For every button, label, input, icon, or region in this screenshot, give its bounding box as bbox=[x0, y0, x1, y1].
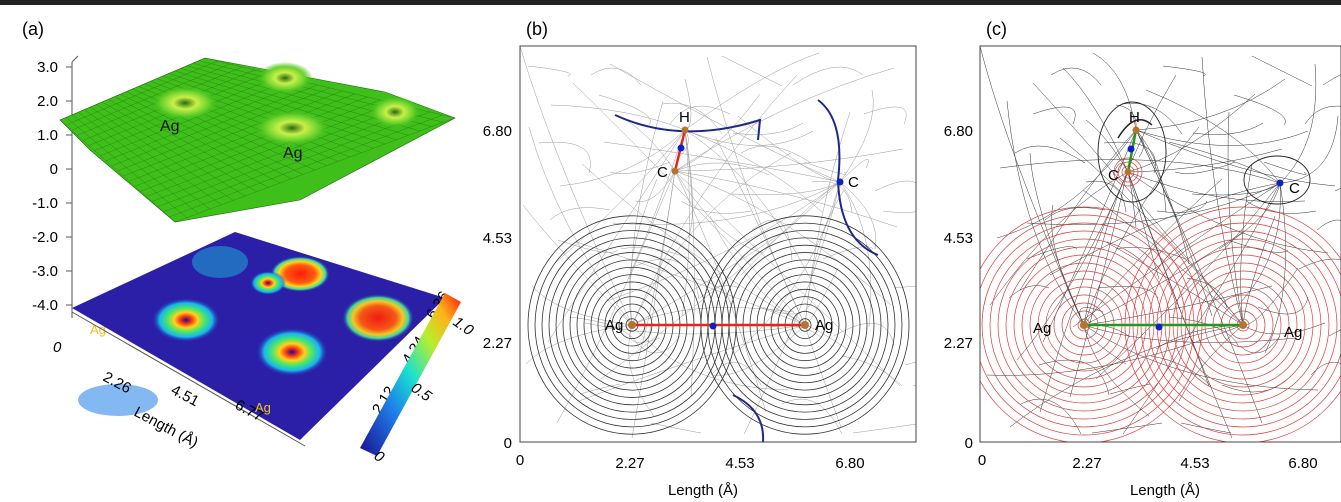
surface-bump-3 bbox=[257, 62, 313, 94]
critical-point bbox=[1155, 323, 1163, 331]
plot-frame bbox=[979, 45, 1341, 443]
atom-label: Ag bbox=[1284, 324, 1302, 341]
atom-ag bbox=[628, 321, 636, 329]
y-tick-label: 0 bbox=[504, 435, 512, 452]
atom-c bbox=[1124, 168, 1132, 176]
atom-h bbox=[1132, 126, 1140, 134]
map-atom-label: Ag bbox=[255, 400, 271, 415]
atom-label: C bbox=[1289, 180, 1300, 197]
z-tick-label: -4.0 bbox=[32, 297, 58, 314]
panel-c-label: (c) bbox=[986, 19, 1007, 39]
atom-ag bbox=[801, 321, 809, 329]
gradient-paths bbox=[520, 46, 916, 439]
atom-label: Ag bbox=[605, 317, 623, 334]
atom-label: C bbox=[1108, 167, 1119, 184]
y-tick-label: 6.80 bbox=[944, 123, 973, 140]
density-spots bbox=[78, 246, 414, 416]
critical-point bbox=[1276, 179, 1284, 187]
atom-label: C bbox=[657, 164, 668, 181]
map-atom-label: Ag bbox=[90, 322, 106, 337]
y-tick-label: 4.53 bbox=[944, 230, 973, 247]
x-axis-label: Length (Å) bbox=[131, 404, 201, 452]
atom-label: Ag bbox=[1033, 320, 1051, 337]
surface-bump-2 bbox=[254, 110, 330, 146]
atom-ag bbox=[1239, 321, 1247, 329]
atom-label: C bbox=[848, 174, 859, 191]
critical-point bbox=[836, 178, 844, 186]
surface-bump-1 bbox=[151, 86, 219, 120]
panel-b-label: (b) bbox=[526, 19, 548, 39]
x-tick-label: 0 bbox=[53, 339, 62, 356]
x-tick-label: 2.27 bbox=[1072, 455, 1101, 472]
panel-a-label: (a) bbox=[22, 19, 44, 39]
surface-bump-4 bbox=[369, 96, 421, 128]
x-tick-label: 4.53 bbox=[1180, 455, 1209, 472]
panel-b: (b) H C C Ag Ag 6.80 4.53 2.27 0 bbox=[483, 19, 917, 499]
atom-h bbox=[681, 126, 689, 134]
x-tick-label: 0 bbox=[978, 452, 986, 469]
atom-c bbox=[671, 167, 679, 175]
colorbar bbox=[360, 293, 461, 456]
z-tick-labels: 3.0 2.0 1.0 0 -1.0 -2.0 -3.0 -4.0 bbox=[32, 59, 72, 314]
x-tick-label: 0 bbox=[516, 452, 524, 469]
atom-label: Ag bbox=[815, 317, 833, 334]
y-tick-label: 2.27 bbox=[944, 335, 973, 352]
z-tick-label: -2.0 bbox=[32, 229, 58, 246]
y-tick-label: 0 bbox=[965, 435, 973, 452]
surface-atom-label: Ag bbox=[160, 118, 180, 135]
x-tick-label: 4.53 bbox=[725, 455, 754, 472]
y-tick-label: 6.80 bbox=[483, 123, 512, 140]
critical-point bbox=[677, 144, 685, 152]
z-tick-label: 1.0 bbox=[37, 127, 58, 144]
density-map bbox=[72, 232, 445, 440]
critical-point bbox=[1127, 145, 1135, 153]
z-tick-label: -1.0 bbox=[32, 195, 58, 212]
critical-point bbox=[709, 322, 717, 330]
x-tick-label: 6.80 bbox=[1288, 455, 1317, 472]
x-tick-label: 4.51 bbox=[168, 382, 202, 411]
bond-path bbox=[732, 394, 765, 442]
z-tick-label: 2.0 bbox=[37, 93, 58, 110]
y-tick-label: 2.27 bbox=[483, 335, 512, 352]
x-tick-label: 2.27 bbox=[615, 455, 644, 472]
y-tick-label: 4.53 bbox=[483, 230, 512, 247]
colorbar-tick: 1.0 bbox=[450, 313, 477, 339]
atom-ag bbox=[1080, 321, 1088, 329]
z-tick-label: 0 bbox=[50, 161, 58, 178]
atom-label: H bbox=[679, 109, 690, 126]
atom-label: H bbox=[1129, 109, 1140, 126]
top-rule bbox=[0, 0, 1341, 5]
x-axis-label: Length (Å) bbox=[668, 482, 738, 499]
z-tick-label: -3.0 bbox=[32, 263, 58, 280]
panel-a: (a) 3.02.01.00-1.0-2.0-3.0-4.0 Ag Ag Ag … bbox=[22, 19, 477, 466]
z-tick-label: 3.0 bbox=[37, 59, 58, 76]
x-axis-label: Length (Å) bbox=[1130, 482, 1200, 499]
panel-c: (c) H C C Ag Ag 6.80 4.53 2.27 0 bbox=[944, 19, 1341, 499]
x-tick-label: 6.80 bbox=[835, 455, 864, 472]
bond-path bbox=[614, 114, 762, 141]
plot-frame bbox=[519, 45, 917, 443]
surface-atom-label: Ag bbox=[283, 145, 303, 162]
